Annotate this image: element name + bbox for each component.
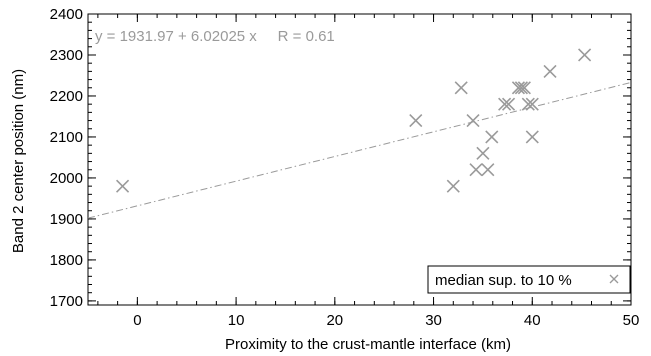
data-point xyxy=(409,113,423,128)
data-point xyxy=(525,130,539,144)
data-point-stroke xyxy=(454,81,468,95)
fit-line-layer xyxy=(87,81,632,219)
x-axis-ticks xyxy=(97,14,632,305)
legend-marker-stroke xyxy=(609,274,619,284)
data-point-stroke xyxy=(115,179,130,193)
data-points xyxy=(115,48,592,193)
data-point xyxy=(578,48,592,62)
data-point-stroke xyxy=(409,113,423,128)
data-point xyxy=(446,179,460,193)
data-point-stroke xyxy=(481,163,495,177)
data-point-stroke xyxy=(517,81,531,95)
y-axis-ticks xyxy=(88,13,631,302)
data-point xyxy=(521,97,535,111)
y-tick-label: 1800 xyxy=(50,252,83,269)
legend-label: median sup. to 10 % xyxy=(435,272,572,289)
y-axis-tick-labels: 1700 1800 1900 2000 2100 2200 2300 2400 xyxy=(50,6,83,310)
x-tick-label: 20 xyxy=(326,312,343,329)
y-tick-label: 1900 xyxy=(50,211,83,228)
data-point-stroke xyxy=(578,48,592,62)
legend-x-marker xyxy=(609,274,619,284)
data-point-stroke xyxy=(511,81,526,95)
x-tick-label: 0 xyxy=(133,312,141,329)
data-point xyxy=(454,81,468,95)
data-point-stroke xyxy=(521,97,535,111)
y-axis-label: Band 2 center position (nm) xyxy=(10,69,27,253)
data-point xyxy=(543,64,557,78)
x-tick-label: 50 xyxy=(623,312,640,329)
data-point xyxy=(481,163,495,177)
x-axis-label: Proximity to the crust-mantle interface … xyxy=(225,336,511,353)
data-point xyxy=(115,179,130,193)
legend-box xyxy=(427,265,631,294)
data-point xyxy=(517,81,531,95)
data-point-stroke xyxy=(485,130,499,144)
data-point-stroke xyxy=(525,130,539,144)
x-tick-label: 40 xyxy=(524,312,541,329)
y-tick-label: 2200 xyxy=(50,88,83,105)
data-point-stroke xyxy=(446,179,460,193)
x-tick-label: 10 xyxy=(228,312,245,329)
data-point-stroke xyxy=(498,97,512,111)
y-tick-label: 1700 xyxy=(50,293,83,310)
data-point xyxy=(525,97,539,111)
x-tick-label: 30 xyxy=(425,312,442,329)
data-point-stroke xyxy=(476,146,490,160)
data-point-stroke xyxy=(525,97,539,111)
y-tick-label: 2100 xyxy=(50,129,83,146)
plot-frame xyxy=(87,13,632,306)
legend: median sup. to 10 % xyxy=(427,265,631,294)
plot-area-border xyxy=(87,13,632,306)
y-tick-label: 2300 xyxy=(50,47,83,64)
data-point-stroke xyxy=(543,64,557,78)
data-point xyxy=(469,163,483,177)
y-tick-label: 2000 xyxy=(50,170,83,187)
data-point xyxy=(502,97,516,111)
data-point xyxy=(476,146,490,160)
data-point-stroke xyxy=(466,113,480,128)
x-axis-tick-labels: 0 10 20 30 40 50 xyxy=(133,312,639,329)
data-point xyxy=(485,130,499,144)
data-point-stroke xyxy=(514,81,528,95)
data-point-stroke xyxy=(502,97,516,111)
data-point xyxy=(514,81,528,95)
data-point xyxy=(498,97,512,111)
data-point xyxy=(466,113,480,128)
y-tick-label: 2400 xyxy=(50,6,83,23)
fit-annotation: y = 1931.97 + 6.02025 x R = 0.61 xyxy=(95,28,335,45)
data-point-stroke xyxy=(469,163,483,177)
regression-fit-line xyxy=(87,81,632,219)
data-point xyxy=(511,81,526,95)
